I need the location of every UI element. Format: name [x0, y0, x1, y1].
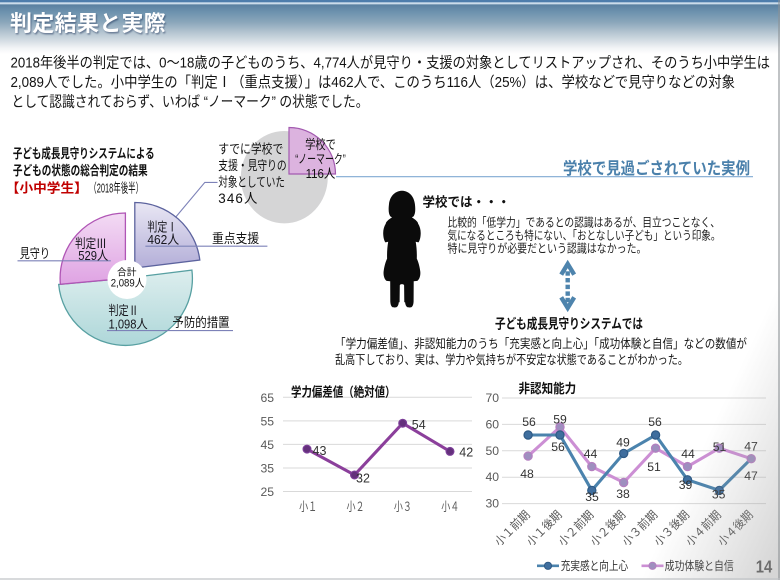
svg-text:56: 56: [648, 415, 662, 429]
svg-text:学校で見過ごされていた実例: 学校で見過ごされていた実例: [563, 158, 750, 178]
svg-text:51: 51: [647, 460, 661, 474]
svg-text:成功体験と自信: 成功体験と自信: [665, 558, 734, 573]
svg-text:35: 35: [260, 462, 274, 476]
svg-text:見守り: 見守り: [20, 246, 50, 261]
svg-text:気になるところも特にない、「おとなしい子ども」という印象。: 気になるところも特にない、「おとなしい子ども」という印象。: [448, 228, 721, 243]
svg-text:「学力偏差値」、非認知能力のうち「充実感と向上心」「成功体験: 「学力偏差値」、非認知能力のうち「充実感と向上心」「成功体験と自信」などの数値が: [335, 336, 747, 351]
svg-text:非認知能力: 非認知能力: [519, 381, 577, 396]
svg-text:小１: 小１: [299, 500, 317, 514]
svg-text:判定Ⅱ: 判定Ⅱ: [109, 303, 139, 318]
svg-text:【小中学生】: 【小中学生】: [6, 180, 88, 195]
svg-text:40: 40: [485, 470, 499, 484]
svg-text:判定Ⅰ: 判定Ⅰ: [147, 220, 177, 235]
svg-text:特に見守りが必要だという認識はなかった。: 特に見守りが必要だという認識はなかった。: [448, 241, 647, 256]
svg-text:重点支援: 重点支援: [212, 231, 259, 246]
svg-text:32: 32: [356, 472, 370, 486]
svg-text:51: 51: [713, 440, 727, 454]
svg-text:合計: 合計: [117, 265, 137, 278]
svg-text:小４: 小４: [441, 500, 459, 514]
svg-text:対象としていた: 対象としていた: [218, 175, 285, 190]
svg-text:子ども成長見守りシステムでは: 子ども成長見守りシステムでは: [495, 316, 643, 332]
svg-text:44: 44: [681, 447, 695, 461]
svg-text:47: 47: [744, 439, 758, 453]
svg-text:462人: 462人: [147, 232, 179, 247]
svg-text:小２: 小２: [347, 500, 365, 514]
svg-text:56: 56: [522, 415, 536, 429]
svg-text:39: 39: [679, 478, 693, 492]
svg-text:子どもの状態の総合判定の結果: 子どもの状態の総合判定の結果: [13, 163, 148, 178]
svg-text:47: 47: [744, 469, 758, 483]
svg-text:乱高下しており、実は、学力や気持ちが不安定な状態であることが: 乱高下しており、実は、学力や気持ちが不安定な状態であることがわかった。: [335, 352, 688, 367]
svg-text:“ノーマーク”: “ノーマーク”: [295, 152, 346, 167]
svg-text:38: 38: [616, 487, 630, 501]
svg-text:子ども成長見守りシステムによる: 子ども成長見守りシステムによる: [13, 146, 155, 161]
svg-text:1,098人: 1,098人: [109, 316, 148, 331]
svg-text:54: 54: [412, 418, 426, 432]
svg-text:49: 49: [616, 436, 630, 450]
svg-text:346人: 346人: [218, 191, 258, 206]
svg-text:35: 35: [712, 488, 726, 502]
svg-text:予防的措置: 予防的措置: [172, 315, 229, 330]
svg-text:14: 14: [756, 556, 773, 576]
svg-text:55: 55: [260, 414, 274, 428]
svg-text:48: 48: [520, 467, 534, 481]
svg-text:支援・見守りの: 支援・見守りの: [218, 158, 286, 173]
svg-text:小３: 小３: [394, 500, 412, 514]
svg-text:判定Ⅲ: 判定Ⅲ: [75, 236, 107, 251]
svg-text:（2018年後半）: （2018年後半）: [89, 180, 143, 195]
svg-text:116人: 116人: [306, 166, 336, 181]
svg-text:として認識されておらず、いわば “ノーマーク” の状態でした: として認識されておらず、いわば “ノーマーク” の状態でした。: [12, 93, 369, 110]
svg-text:529人: 529人: [78, 248, 108, 263]
svg-text:学校で: 学校で: [305, 137, 336, 152]
svg-text:60: 60: [485, 417, 499, 431]
svg-text:42: 42: [459, 446, 473, 460]
svg-text:70: 70: [485, 391, 499, 405]
svg-text:2018年後半の判定では、0～18歳の子どものうち、4,77: 2018年後半の判定では、0～18歳の子どものうち、4,774人が見守り・支援の…: [11, 55, 771, 72]
svg-text:59: 59: [553, 413, 567, 427]
svg-text:充実感と向上心: 充実感と向上心: [561, 558, 628, 573]
svg-text:比較的「低学力」であるとの認識はあるが、目立つことなく、: 比較的「低学力」であるとの認識はあるが、目立つことなく、: [448, 215, 721, 230]
svg-text:65: 65: [260, 391, 274, 405]
svg-text:44: 44: [584, 447, 598, 461]
svg-text:学力偏差値（絶対値）: 学力偏差値（絶対値）: [291, 384, 396, 399]
svg-text:25: 25: [260, 485, 274, 499]
svg-text:56: 56: [551, 440, 565, 454]
svg-text:学校では・・・: 学校では・・・: [423, 195, 511, 210]
svg-text:35: 35: [585, 490, 599, 504]
svg-text:30: 30: [485, 497, 499, 511]
svg-text:2,089人でした。小中学生の「判定Ⅰ（重点支援）」は462: 2,089人でした。小中学生の「判定Ⅰ（重点支援）」は462人で、このうち116…: [11, 74, 736, 91]
svg-text:43: 43: [313, 444, 327, 458]
svg-text:すでに学校で: すでに学校で: [218, 142, 283, 157]
svg-text:45: 45: [260, 438, 274, 452]
svg-text:2,089人: 2,089人: [111, 278, 145, 290]
svg-text:50: 50: [485, 444, 499, 458]
